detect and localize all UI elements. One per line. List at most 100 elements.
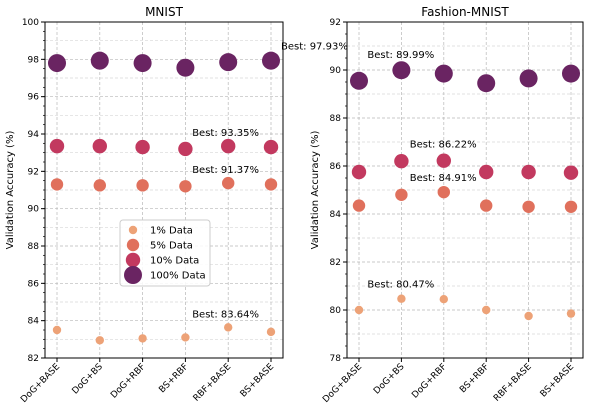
data-point (563, 165, 579, 180)
legend-label: 1% Data (150, 226, 193, 237)
data-point (395, 188, 408, 201)
data-point (522, 200, 535, 213)
y-tick-label: 80 (330, 306, 342, 316)
y-tick-label: 96 (28, 93, 40, 103)
y-tick-label: 82 (28, 354, 39, 364)
y-tick-label: 90 (330, 66, 342, 76)
data-point (266, 327, 276, 337)
y-tick-label: 92 (28, 167, 39, 177)
x-tick-label: RBF+BASE (192, 362, 234, 404)
data-point (521, 164, 536, 180)
data-point (179, 180, 192, 193)
data-point (566, 309, 576, 318)
data-point (352, 199, 366, 212)
x-tick-label: BS+RBF (458, 362, 491, 395)
data-point (95, 336, 105, 345)
data-point (437, 185, 450, 199)
data-point (136, 179, 149, 192)
legend-marker (125, 252, 141, 268)
data-point (138, 334, 147, 343)
y-tick-label: 84 (330, 210, 342, 220)
chart-title: MNIST (145, 5, 183, 19)
best-annotation: Best: 91.37% (192, 165, 259, 176)
y-tick-label: 82 (330, 258, 341, 268)
data-point (222, 176, 235, 190)
chart-title: Fashion-MNIST (421, 5, 509, 19)
data-point (434, 64, 453, 83)
y-axis-label: Validation Accuracy (%) (310, 131, 321, 250)
data-point (178, 141, 193, 157)
data-point (394, 154, 409, 169)
chart-panel-0: 82 84 86 88 90 92 94 96 98 100 DoG+BASE DoG+BS DoG+R… (5, 5, 348, 405)
legend-marker (126, 238, 140, 252)
legend-box (119, 219, 211, 287)
data-point (49, 138, 65, 154)
data-point (52, 325, 62, 335)
x-tick-label: RBF+BASE (492, 362, 534, 404)
best-annotation: Best: 80.47% (367, 280, 434, 291)
x-tick-label: BS+BASE (239, 362, 277, 400)
data-point (92, 138, 108, 154)
data-point (479, 164, 494, 180)
data-point (397, 294, 406, 303)
data-point (264, 178, 278, 191)
y-tick-label: 90 (28, 205, 40, 215)
data-point (477, 74, 496, 93)
best-annotation: Best: 86.22% (410, 140, 477, 151)
data-point (48, 54, 66, 73)
best-annotation: Best: 84.91% (410, 173, 477, 184)
y-tick-label: 94 (28, 130, 40, 140)
data-point (392, 61, 411, 80)
data-point (133, 54, 152, 73)
y-tick-label: 92 (330, 18, 341, 28)
data-point (524, 311, 533, 321)
best-annotation: Best: 89.99% (367, 50, 434, 61)
y-tick-label: 86 (330, 162, 342, 172)
x-tick-label: DoG+BS (372, 362, 407, 397)
chart-panel-1: 78 80 82 84 86 88 90 92 DoG+BASE DoG+BS DoG+RBF BS+… (310, 5, 584, 405)
y-tick-label: 88 (330, 114, 342, 124)
legend-marker (124, 266, 142, 284)
legend-label: 10% Data (150, 256, 199, 267)
y-axis-label: Validation Accuracy (%) (5, 131, 16, 250)
data-point (262, 51, 280, 70)
data-point (562, 64, 580, 83)
data-point (439, 295, 448, 304)
data-point (354, 305, 364, 315)
best-annotation: Best: 83.64% (192, 309, 259, 320)
x-tick-label: DoG+BS (70, 362, 105, 397)
data-point (482, 305, 491, 315)
data-point (181, 333, 190, 342)
legend-label: 5% Data (150, 241, 193, 252)
data-point (221, 138, 236, 154)
data-point (50, 178, 64, 191)
data-point (224, 323, 233, 332)
x-tick-label: DoG+BASE (19, 362, 62, 405)
data-point (93, 179, 107, 192)
data-point (263, 139, 279, 155)
y-tick-label: 98 (28, 55, 40, 65)
y-tick-label: 86 (28, 279, 40, 289)
y-tick-label: 78 (330, 354, 342, 364)
data-point (90, 51, 109, 70)
legend-label: 100% Data (150, 271, 206, 282)
data-point (564, 200, 578, 213)
best-annotation: Best: 93.35% (192, 128, 259, 139)
x-tick-label: DoG+RBF (410, 362, 449, 401)
x-tick-label: BS+RBF (157, 362, 190, 395)
y-tick-label: 88 (28, 242, 40, 252)
x-tick-label: DoG+RBF (109, 362, 148, 401)
data-point (436, 153, 451, 168)
y-tick-label: 84 (28, 317, 40, 327)
y-tick-label: 100 (22, 18, 39, 28)
best-annotation: Best: 97.93% (281, 42, 348, 53)
data-point (219, 53, 238, 72)
x-tick-label: BS+BASE (539, 362, 577, 400)
data-point (480, 199, 493, 212)
data-point (350, 71, 368, 90)
x-tick-label: DoG+BASE (321, 362, 364, 405)
legend-marker (128, 225, 138, 235)
data-point (135, 139, 150, 155)
data-point (519, 69, 538, 88)
